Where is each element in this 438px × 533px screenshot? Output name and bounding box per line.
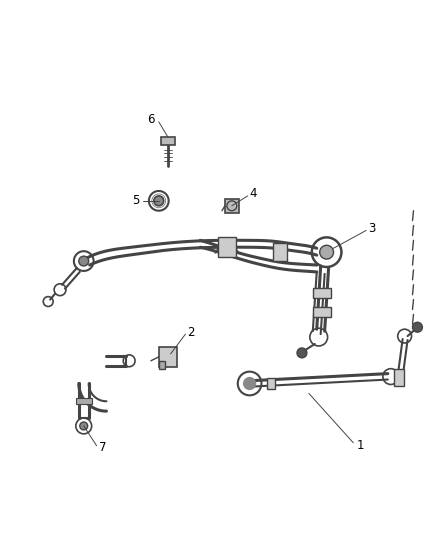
Bar <box>267 377 275 390</box>
Bar <box>313 288 331 297</box>
Circle shape <box>320 245 333 259</box>
Circle shape <box>80 422 88 430</box>
Text: 2: 2 <box>187 326 195 338</box>
Bar <box>76 398 92 404</box>
Text: 1: 1 <box>356 439 364 452</box>
Circle shape <box>79 256 88 266</box>
Text: 7: 7 <box>99 441 106 454</box>
Bar <box>273 243 287 261</box>
Bar <box>218 237 236 257</box>
Bar <box>313 308 331 317</box>
Circle shape <box>244 377 255 390</box>
Text: 5: 5 <box>132 195 139 207</box>
Text: 4: 4 <box>250 188 257 200</box>
Text: 6: 6 <box>147 114 155 126</box>
Bar <box>394 369 404 386</box>
Bar <box>225 199 239 213</box>
Circle shape <box>413 322 422 332</box>
Bar <box>159 347 177 367</box>
Bar <box>161 136 175 144</box>
Text: 3: 3 <box>368 222 375 235</box>
Bar <box>159 361 165 369</box>
Circle shape <box>154 196 164 206</box>
Circle shape <box>297 348 307 358</box>
